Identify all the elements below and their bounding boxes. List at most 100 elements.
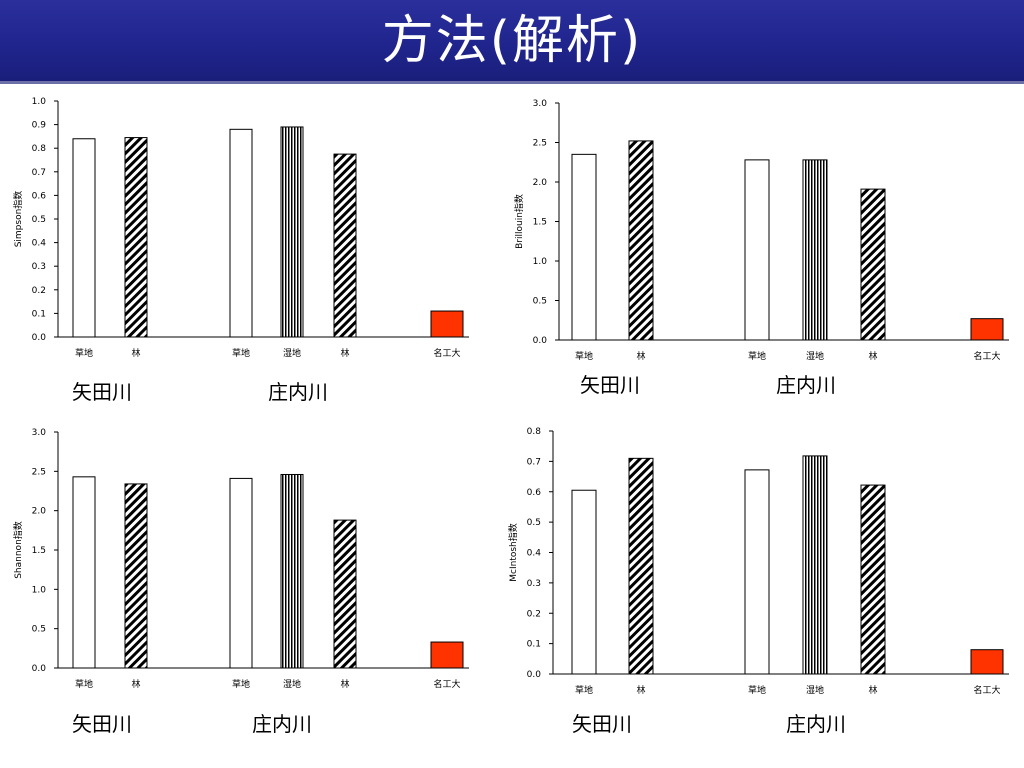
- x-category-label: 草地: [232, 347, 250, 359]
- group-label-shonaigawa-2: 庄内川: [776, 373, 836, 397]
- x-category-label: 湿地: [806, 350, 824, 362]
- y-tick-label: 0.4: [32, 239, 47, 249]
- x-category-label: 湿地: [283, 678, 301, 690]
- simpson-chart: 0.0 0.1 0.2 0.3 0.4 0.5 0.6 0.7 0.8 0.9 1.0 Simpson…: [12, 97, 469, 359]
- y-tick-label: 0.3: [527, 579, 541, 589]
- x-category-label: 名工大: [433, 347, 460, 359]
- y-tick-label: 0.6: [527, 488, 542, 498]
- bar-5: [430, 310, 464, 338]
- x-category-label: 林: [868, 350, 877, 362]
- y-axis-title: Shannon指数: [12, 521, 24, 579]
- x-category-label: 湿地: [806, 684, 824, 696]
- bar-1: [124, 483, 148, 669]
- bar-5: [430, 641, 464, 669]
- bar-3: [280, 473, 304, 669]
- y-tick-label: 0.7: [527, 457, 541, 467]
- x-category-label: 草地: [575, 684, 593, 696]
- x-category-label: 草地: [575, 350, 593, 362]
- bar-0: [571, 489, 597, 675]
- group-label-shonaigawa-3: 庄内川: [252, 712, 312, 736]
- y-tick-label: 0.8: [32, 144, 47, 154]
- x-category-label: 草地: [748, 350, 766, 362]
- x-category-label: 名工大: [433, 678, 460, 690]
- bar-3: [802, 159, 828, 341]
- y-tick-label: 0.8: [527, 427, 542, 437]
- bar-4: [860, 484, 886, 675]
- bar-0: [571, 153, 597, 341]
- bar-3: [802, 455, 828, 675]
- group-label-yadagawa-4: 矢田川: [572, 712, 632, 736]
- x-category-label: 林: [340, 678, 349, 690]
- y-axis-title: Brillouin指数: [513, 194, 525, 249]
- bar-5: [970, 649, 1004, 675]
- bar-2: [229, 128, 253, 338]
- group-label-shonaigawa-4: 庄内川: [786, 712, 846, 736]
- y-tick-label: 2.0: [32, 507, 47, 517]
- y-tick-label: 2.5: [533, 139, 547, 149]
- bar-3: [280, 126, 304, 338]
- x-category-label: 林: [131, 347, 140, 359]
- x-category-label: 林: [131, 678, 140, 690]
- y-tick-label: 0.9: [32, 121, 47, 131]
- bar-2: [744, 159, 770, 341]
- x-category-label: 林: [636, 684, 645, 696]
- y-tick-label: 0.1: [32, 309, 46, 319]
- y-tick-label: 0.2: [527, 609, 541, 619]
- y-tick-label: 0.5: [533, 297, 547, 307]
- bar-4: [333, 519, 357, 669]
- y-axis-title: Simpson指数: [12, 191, 24, 248]
- y-tick-label: 0.6: [32, 191, 47, 201]
- x-category-label: 草地: [232, 678, 250, 690]
- x-category-label: 草地: [75, 347, 93, 359]
- y-tick-label: 0.5: [32, 625, 46, 635]
- x-category-label: 林: [340, 347, 349, 359]
- bar-1: [124, 137, 148, 338]
- bar-2: [744, 469, 770, 675]
- x-category-label: 林: [868, 684, 877, 696]
- page-title: 方法(解析): [381, 11, 643, 71]
- y-tick-label: 2.0: [533, 178, 548, 188]
- group-label-yadagawa-2: 矢田川: [580, 373, 640, 397]
- y-axis-title: McIntosh指数: [507, 523, 519, 582]
- y-tick-label: 2.5: [32, 467, 46, 477]
- group-label-yadagawa-3: 矢田川: [72, 712, 132, 736]
- y-tick-label: 1.0: [32, 97, 47, 107]
- bar-4: [333, 153, 357, 338]
- y-tick-label: 0.0: [32, 333, 47, 343]
- y-tick-label: 0.3: [32, 262, 46, 272]
- y-tick-label: 0.2: [32, 286, 46, 296]
- group-label-shonaigawa-1: 庄内川: [268, 380, 328, 404]
- y-tick-label: 0.4: [527, 549, 542, 559]
- x-category-label: 湿地: [283, 347, 301, 359]
- bar-1: [628, 140, 654, 341]
- y-tick-label: 0.5: [527, 518, 541, 528]
- x-category-label: 林: [636, 350, 645, 362]
- x-category-label: 草地: [748, 684, 766, 696]
- y-tick-label: 0.7: [32, 168, 46, 178]
- bar-1: [628, 457, 654, 675]
- group-label-yadagawa-1: 矢田川: [72, 380, 132, 404]
- y-tick-label: 0.5: [32, 215, 46, 225]
- x-category-label: 草地: [75, 678, 93, 690]
- bar-0: [72, 138, 96, 338]
- y-tick-label: 1.0: [32, 585, 47, 595]
- y-tick-label: 3.0: [32, 428, 47, 438]
- bar-2: [229, 477, 253, 669]
- bar-0: [72, 476, 96, 669]
- bar-4: [860, 188, 886, 341]
- x-category-label: 名工大: [973, 350, 1000, 362]
- y-tick-label: 0.0: [527, 670, 542, 680]
- title-bar: 方法(解析): [0, 0, 1024, 84]
- x-category-label: 名工大: [973, 684, 1000, 696]
- y-tick-label: 3.0: [533, 99, 548, 109]
- y-tick-label: 1.0: [533, 257, 548, 267]
- y-tick-label: 1.5: [533, 218, 547, 228]
- bar-5: [970, 318, 1004, 341]
- y-tick-label: 0.0: [533, 336, 548, 346]
- y-tick-label: 0.1: [527, 640, 541, 650]
- y-tick-label: 0.0: [32, 664, 47, 674]
- y-tick-label: 1.5: [32, 546, 46, 556]
